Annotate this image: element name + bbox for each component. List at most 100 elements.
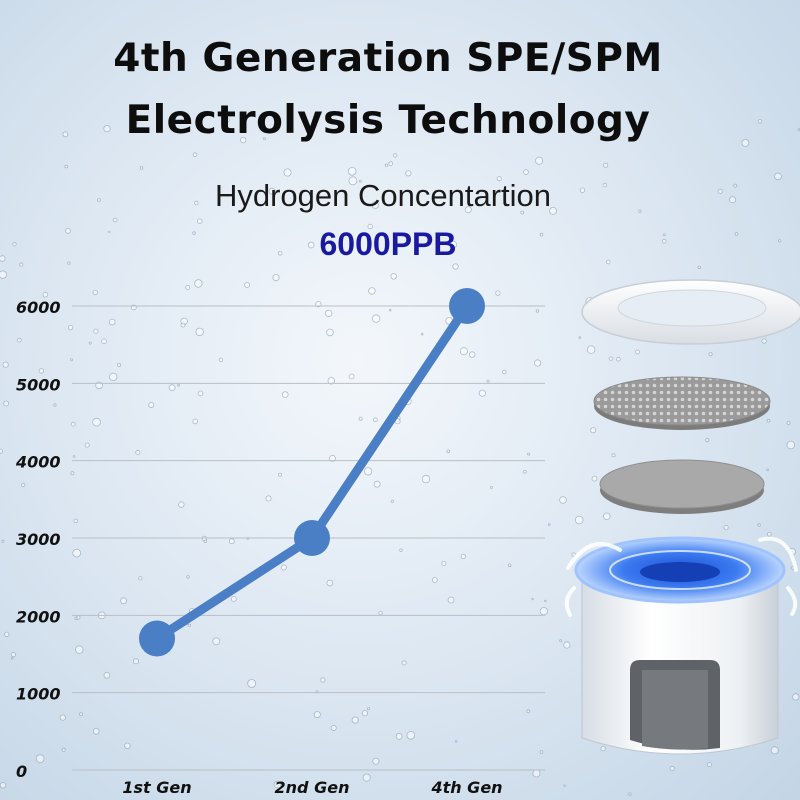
water-droplet <box>327 377 335 385</box>
water-droplet <box>591 475 598 482</box>
water-droplet <box>459 347 468 356</box>
water-droplet <box>280 564 287 571</box>
page-title-line-1: 4th Generation SPE/SPM <box>113 36 663 81</box>
water-droplet <box>384 163 388 167</box>
water-droplet <box>112 217 118 223</box>
water-droplet <box>586 345 596 354</box>
water-droplet <box>478 389 486 397</box>
water-droplet <box>544 599 547 603</box>
water-droplet <box>523 169 529 175</box>
water-droplet <box>531 597 534 601</box>
water-droplet <box>388 161 394 166</box>
water-droplet <box>197 390 204 397</box>
water-droplet <box>628 792 632 796</box>
water-droplet <box>421 474 431 484</box>
water-droplet <box>35 754 45 763</box>
water-droplet <box>135 449 141 455</box>
water-droplet <box>192 152 198 158</box>
water-droplet <box>10 651 16 658</box>
water-droplet <box>600 746 606 752</box>
electrolysis-chamber <box>564 536 798 755</box>
x-tick-label: 1st Gen <box>122 778 191 797</box>
water-droplet <box>778 239 782 243</box>
water-droplet <box>72 455 76 458</box>
water-droplet <box>180 322 186 328</box>
water-droplet <box>574 515 584 525</box>
water-droplet <box>2 361 9 368</box>
water-droplet <box>61 747 66 752</box>
water-droplet <box>230 596 237 602</box>
water-droplet <box>496 176 502 182</box>
water-droplet <box>372 417 378 423</box>
water-droplet <box>326 579 334 587</box>
water-droplet <box>88 341 92 345</box>
y-tick-label: 1000 <box>16 685 61 704</box>
water-droplet <box>92 727 100 735</box>
water-droplet <box>757 119 763 124</box>
water-droplet <box>351 716 359 724</box>
water-droplet <box>757 523 761 527</box>
water-droplet <box>371 314 381 323</box>
water-droplet <box>372 757 380 765</box>
water-droplet <box>770 746 779 755</box>
water-droplet <box>148 402 155 409</box>
data-point <box>294 520 330 556</box>
water-droplet <box>602 182 608 188</box>
y-tick-label: 0 <box>16 762 27 781</box>
water-droplet <box>454 739 458 743</box>
water-droplet <box>212 637 221 646</box>
water-droplet <box>399 548 403 552</box>
water-droplet <box>766 418 771 423</box>
y-tick-label: 5000 <box>16 375 61 394</box>
water-droplet <box>0 255 6 262</box>
water-droplet <box>101 338 107 345</box>
water-droplet <box>0 448 3 454</box>
water-droplet <box>395 733 403 740</box>
water-droplet <box>388 308 392 312</box>
x-axis-tick-labels: 1st Gen 2nd Gen 4th Gen <box>122 778 502 797</box>
water-droplet <box>247 679 257 688</box>
water-droplet <box>265 495 272 502</box>
water-droplet <box>68 324 74 331</box>
water-droplet <box>283 168 292 177</box>
water-droplet <box>507 563 512 568</box>
water-droplet <box>53 403 57 407</box>
water-droplet <box>228 538 235 545</box>
water-droplet <box>446 449 451 454</box>
water-droplet <box>168 384 176 392</box>
water-droplet <box>192 231 196 235</box>
water-droplet <box>240 137 247 144</box>
water-droplet <box>371 201 379 209</box>
water-droplet <box>73 518 78 524</box>
water-droplet <box>1 539 5 543</box>
water-droplet <box>605 259 611 265</box>
water-droplet <box>218 357 224 362</box>
water-droplet <box>464 206 472 214</box>
water-droplet <box>578 336 582 339</box>
water-droplet <box>103 125 111 133</box>
water-droplet <box>272 274 280 282</box>
water-droplet <box>64 164 69 169</box>
water-droplet <box>368 287 376 295</box>
water-droplet <box>38 368 45 374</box>
water-droplet <box>186 575 190 579</box>
water-droplet <box>452 263 459 270</box>
water-droplet <box>42 291 49 298</box>
water-droplet <box>523 469 527 474</box>
water-droplet <box>363 467 373 476</box>
water-droplet <box>124 742 131 749</box>
water-droplet <box>406 730 416 740</box>
y-tick-label: 2000 <box>16 607 61 626</box>
water-droplet <box>733 183 738 188</box>
gasket-ring <box>581 279 800 345</box>
water-droplet <box>347 167 357 176</box>
water-droplet <box>563 784 566 787</box>
water-droplet <box>348 176 358 186</box>
water-droplet <box>117 362 122 367</box>
water-droplet <box>138 576 143 581</box>
water-droplet <box>547 523 551 526</box>
water-droplet <box>774 172 782 181</box>
water-droplet <box>393 153 398 158</box>
